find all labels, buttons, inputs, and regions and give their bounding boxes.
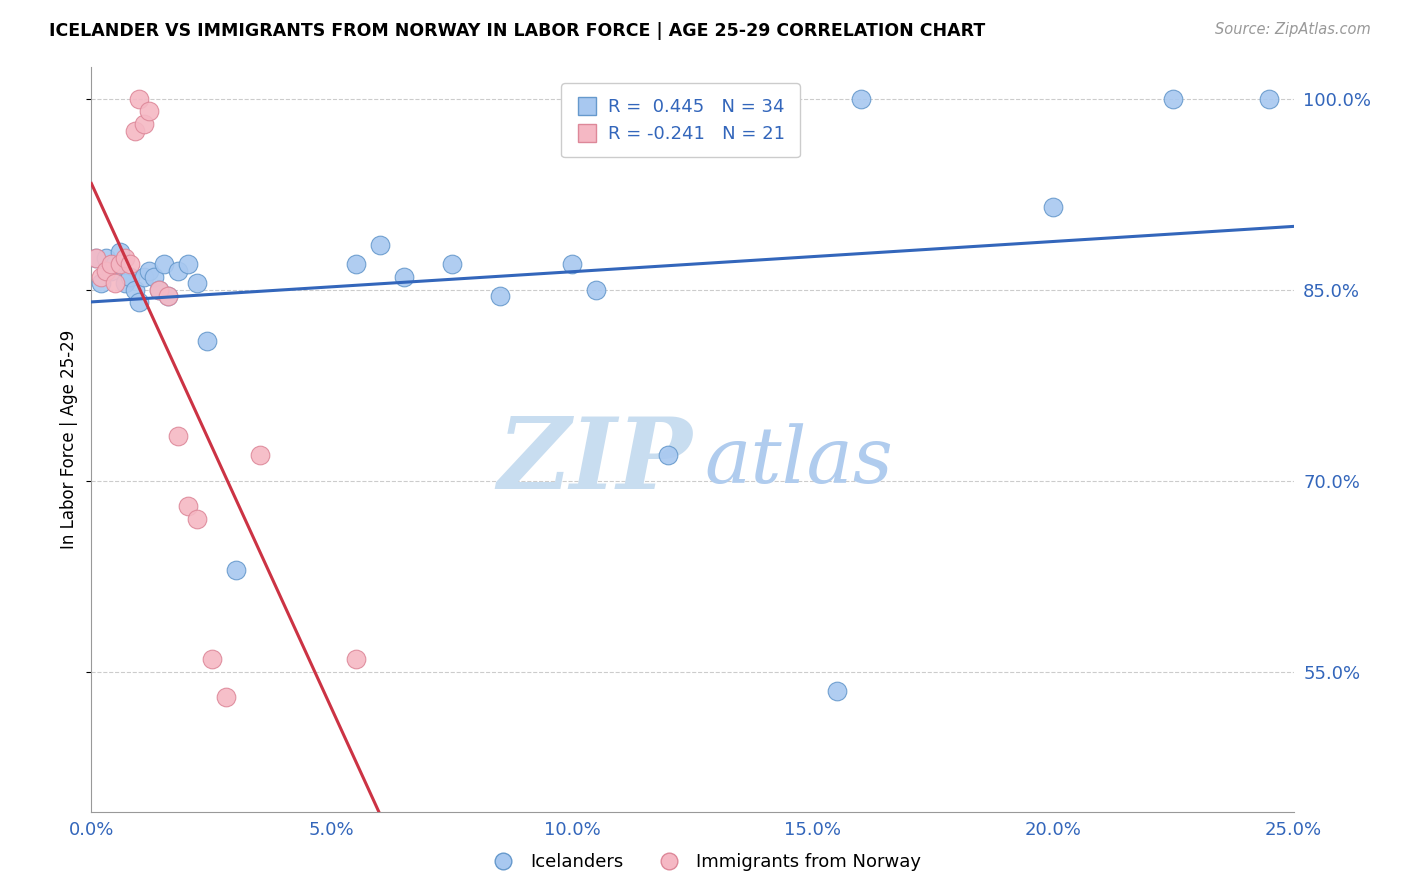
Y-axis label: In Labor Force | Age 25-29: In Labor Force | Age 25-29 (60, 330, 79, 549)
Legend: R =  0.445   N = 34, R = -0.241   N = 21: R = 0.445 N = 34, R = -0.241 N = 21 (561, 83, 800, 157)
Point (344, 257, 367, 271)
Point (128, 92, 150, 106)
Point (176, 499, 198, 513)
Point (825, 683, 848, 698)
Point (100, 257, 122, 271)
Point (249, 448, 271, 462)
Point (114, 277, 136, 291)
Point (128, 295, 150, 310)
Point (148, 283, 170, 297)
Point (157, 289, 180, 303)
Point (167, 263, 190, 277)
Point (110, 257, 132, 271)
Point (142, 270, 165, 285)
Point (134, 117, 156, 131)
Point (201, 652, 224, 666)
Point (90, 270, 112, 285)
Point (148, 283, 170, 297)
Point (104, 277, 127, 291)
Point (124, 283, 146, 297)
Text: Source: ZipAtlas.com: Source: ZipAtlas.com (1215, 22, 1371, 37)
Point (118, 257, 141, 271)
Point (489, 289, 512, 303)
Point (344, 652, 367, 666)
Point (114, 251, 136, 265)
Point (585, 283, 607, 297)
Point (118, 270, 141, 285)
Point (368, 238, 391, 252)
Point (215, 690, 238, 705)
Point (225, 563, 247, 577)
Point (110, 244, 132, 259)
Point (440, 257, 463, 271)
Point (84, 251, 107, 265)
Point (157, 289, 180, 303)
Point (657, 448, 679, 462)
Text: atlas: atlas (704, 424, 893, 500)
Point (176, 257, 198, 271)
Legend: Icelanders, Immigrants from Norway: Icelanders, Immigrants from Norway (478, 847, 928, 879)
Point (152, 257, 174, 271)
Point (849, 92, 872, 106)
Point (84, 251, 107, 265)
Point (561, 257, 583, 271)
Point (1161, 92, 1184, 106)
Point (134, 270, 156, 285)
Point (104, 257, 127, 271)
Point (1258, 92, 1281, 106)
Point (100, 263, 122, 277)
Point (1042, 200, 1064, 214)
Point (90, 277, 112, 291)
Point (195, 334, 218, 348)
Point (167, 429, 190, 443)
Point (186, 277, 208, 291)
Point (94, 263, 117, 277)
Point (392, 270, 415, 285)
Point (94, 251, 117, 265)
Point (138, 104, 160, 119)
Text: ICELANDER VS IMMIGRANTS FROM NORWAY IN LABOR FORCE | AGE 25-29 CORRELATION CHART: ICELANDER VS IMMIGRANTS FROM NORWAY IN L… (49, 22, 986, 40)
Point (124, 123, 146, 137)
Text: ZIP: ZIP (498, 413, 692, 510)
Point (138, 263, 160, 277)
Point (186, 512, 208, 526)
